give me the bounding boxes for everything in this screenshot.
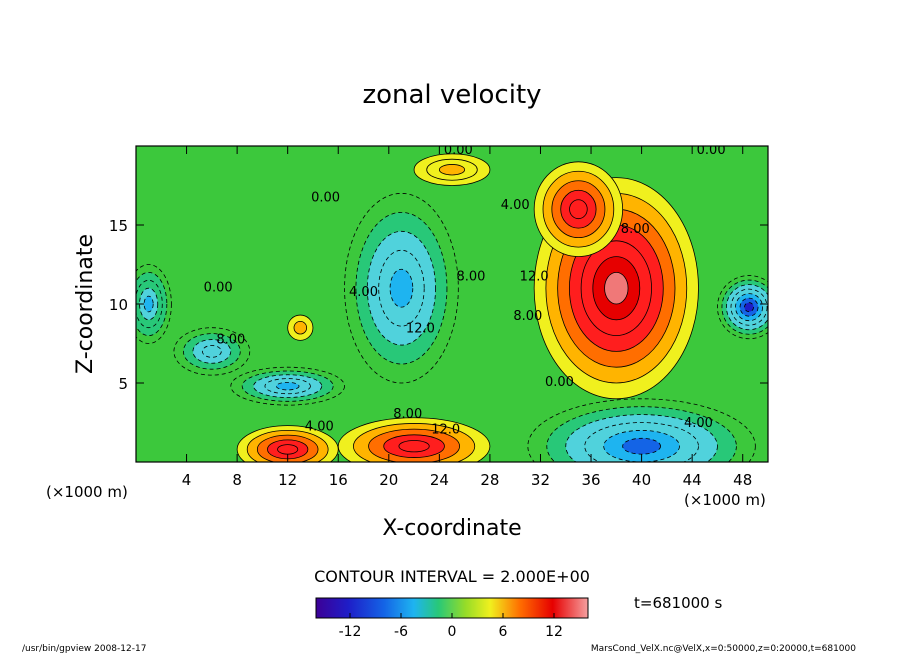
field-feature-2 xyxy=(230,366,345,406)
colorbar-tick-label-4: 12 xyxy=(545,624,563,640)
contour-label-7: 12.0 xyxy=(406,321,435,336)
field-level-12-2 xyxy=(438,164,466,176)
colorbar-ticks: -12 -6 0 6 12 xyxy=(339,613,563,640)
contour-label-2: 0.00 xyxy=(444,143,473,158)
x-units-right: (×1000 m) xyxy=(684,491,766,509)
contour-label-1: 0.00 xyxy=(204,280,233,295)
contour-label-10: 12.0 xyxy=(520,269,549,284)
contour-label-6: 8.00 xyxy=(456,269,485,284)
field-level-8-4 xyxy=(569,199,588,220)
contour-label-13: 4.00 xyxy=(305,419,334,434)
field-level-7-6 xyxy=(604,272,629,305)
field-feature-9 xyxy=(337,417,491,462)
field-feature-3 xyxy=(173,327,251,376)
x-units-left: (×1000 m) xyxy=(46,483,128,501)
contour-label-3: 0.00 xyxy=(697,143,726,158)
field-level-1-4 xyxy=(389,268,414,308)
plot-area: 0.00 0.00 0.00 0.00 0.00 8.00 8.00 12.0 4.00 4.00… xyxy=(135,143,769,463)
y-tick-label-2: 15 xyxy=(109,217,128,235)
field-feature-10 xyxy=(236,425,339,462)
colorbar: -12 -6 0 6 12 xyxy=(315,597,589,640)
x-tick-label-8: 36 xyxy=(581,471,600,489)
x-tick-label-7: 32 xyxy=(531,471,550,489)
x-tick-label-0: 4 xyxy=(182,471,192,489)
heatmap-field xyxy=(136,153,768,462)
x-tick-label-10: 44 xyxy=(683,471,702,489)
field-level-9-4 xyxy=(398,440,430,453)
contour-labels: 0.00 0.00 0.00 0.00 0.00 8.00 8.00 12.0 4.00 4.00… xyxy=(204,143,726,438)
x-axis-label: X-coordinate xyxy=(382,516,521,541)
contour-label-4: 0.00 xyxy=(545,375,574,390)
x-tick-label-6: 28 xyxy=(480,471,499,489)
x-tick-label-9: 40 xyxy=(632,471,651,489)
field-level-6-6 xyxy=(744,302,754,313)
field-feature-6 xyxy=(717,275,768,340)
field-feature-5 xyxy=(527,398,756,462)
contour-label-5: 8.00 xyxy=(216,333,245,348)
x-tick-label-1: 8 xyxy=(232,471,242,489)
contour-label-14: 8.00 xyxy=(393,407,422,422)
contour-label-12: 8.00 xyxy=(621,222,650,237)
field-level-2-4 xyxy=(275,381,300,391)
y-axis-label: Z-coordinate xyxy=(73,234,98,374)
x-tick-label-11: 48 xyxy=(733,471,752,489)
time-label: t=681000 s xyxy=(634,594,722,612)
contour-label-15: 12.0 xyxy=(431,423,460,438)
x-tick-label-3: 16 xyxy=(329,471,348,489)
field-level-11-1 xyxy=(293,320,308,335)
contour-label-9: 4.00 xyxy=(501,198,530,213)
y-axis: 5 10 15 xyxy=(109,217,768,393)
colorbar-tick-label-1: -6 xyxy=(394,624,408,640)
contour-label-16: 4.00 xyxy=(684,416,713,431)
field-feature-1 xyxy=(344,193,459,384)
field-level-4-4 xyxy=(143,295,154,313)
x-tick-label-4: 20 xyxy=(379,471,398,489)
field-level-5-5 xyxy=(622,437,661,455)
contour-interval-label: CONTOUR INTERVAL = 2.000E+00 xyxy=(314,567,590,586)
colorbar-tick-label-0: -12 xyxy=(339,624,362,640)
contour-label-0: 0.00 xyxy=(311,190,340,205)
field-feature-4 xyxy=(136,264,172,344)
colorbar-tick-label-2: 0 xyxy=(448,624,457,640)
footer-right: MarsCond_VelX.nc@VelX,x=0:50000,z=0:2000… xyxy=(591,644,856,654)
field-level-10-4 xyxy=(277,444,299,455)
x-axis: 4 8 12 16 20 24 28 32 36 40 44 48 xyxy=(182,146,752,489)
x-tick-label-5: 24 xyxy=(430,471,449,489)
contour-label-8: 4.00 xyxy=(349,285,378,300)
chart-title: zonal velocity xyxy=(362,80,541,110)
field-level-3-3 xyxy=(201,345,222,358)
colorbar-tick-label-3: 6 xyxy=(499,624,508,640)
footer-left: /usr/bin/gpview 2008-12-17 xyxy=(22,644,146,654)
y-tick-label-1: 10 xyxy=(109,296,128,314)
field-feature-12 xyxy=(413,153,491,186)
contour-label-11: 8.00 xyxy=(513,309,542,324)
y-tick-label-0: 5 xyxy=(118,375,128,393)
field-feature-11 xyxy=(287,314,314,341)
x-tick-label-2: 12 xyxy=(278,471,297,489)
field-feature-8 xyxy=(533,161,624,257)
